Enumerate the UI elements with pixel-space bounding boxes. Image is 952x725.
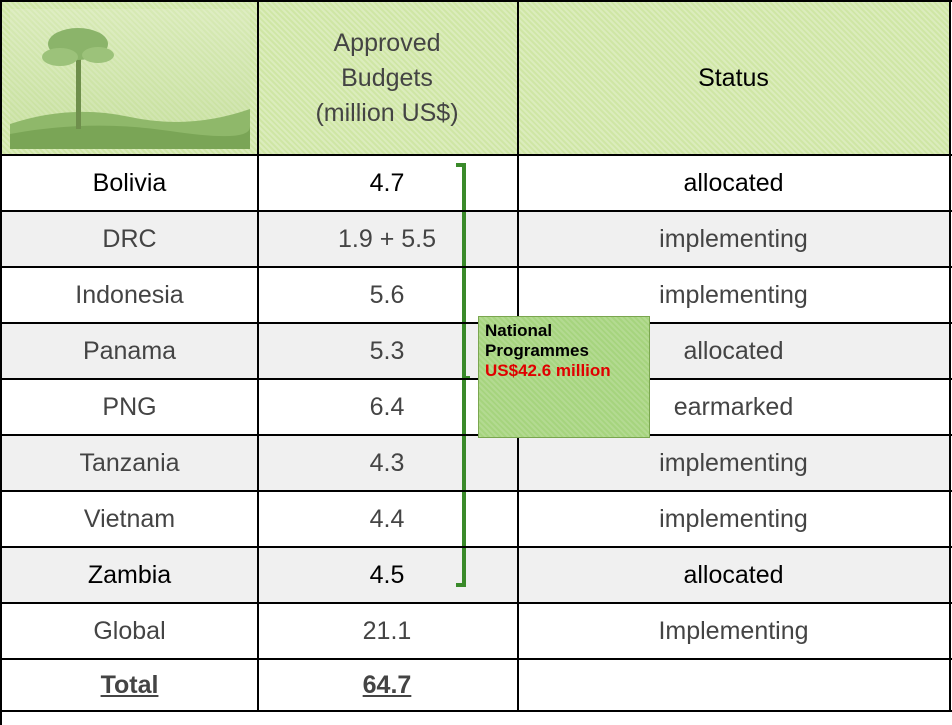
country-cell: Global	[2, 603, 257, 659]
grid-line	[0, 210, 952, 212]
grid-line	[0, 710, 952, 712]
callout: National Programmes US$42.6 million	[478, 316, 650, 438]
grid-line	[0, 0, 952, 2]
budget-cell: 21.1	[257, 603, 517, 659]
country-cell: PNG	[2, 379, 257, 435]
grid-line	[0, 154, 952, 156]
header-image-cell	[2, 2, 257, 155]
grid-line	[0, 602, 952, 604]
country-cell: Panama	[2, 323, 257, 379]
status-cell: implementing	[517, 267, 950, 323]
forest-image	[10, 9, 250, 149]
status-cell: implementing	[517, 491, 950, 547]
country-cell: Indonesia	[2, 267, 257, 323]
country-cell: Tanzania	[2, 435, 257, 491]
budget-header-line: Approved	[333, 26, 440, 61]
grid-line	[0, 322, 952, 324]
slide: ApprovedBudgets(million US$) Status Boli…	[0, 0, 952, 725]
status-cell: Implementing	[517, 603, 950, 659]
total-cell: Total	[2, 659, 257, 711]
status-cell: implementing	[517, 435, 950, 491]
status-cell: allocated	[517, 547, 950, 603]
total-cell: 64.7	[257, 659, 517, 711]
grid-line	[0, 266, 952, 268]
status-header: Status	[517, 2, 950, 155]
status-cell: allocated	[517, 155, 950, 211]
bracket	[440, 160, 480, 590]
grid-line	[949, 0, 951, 711]
budget-header-line: (million US$)	[315, 96, 458, 131]
status-cell: implementing	[517, 211, 950, 267]
country-cell: Zambia	[2, 547, 257, 603]
grid-line	[0, 546, 952, 548]
budget-header-line: Budgets	[341, 61, 433, 96]
grid-line	[0, 658, 952, 660]
country-cell: Vietnam	[2, 491, 257, 547]
callout-amount: US$42.6 million	[485, 361, 643, 381]
grid-line	[0, 434, 952, 436]
grid-line	[0, 0, 2, 725]
grid-line	[0, 378, 952, 380]
callout-title: National Programmes	[485, 321, 643, 361]
grid-line	[0, 490, 952, 492]
country-cell: Bolivia	[2, 155, 257, 211]
country-cell: DRC	[2, 211, 257, 267]
grid-line	[257, 0, 259, 711]
